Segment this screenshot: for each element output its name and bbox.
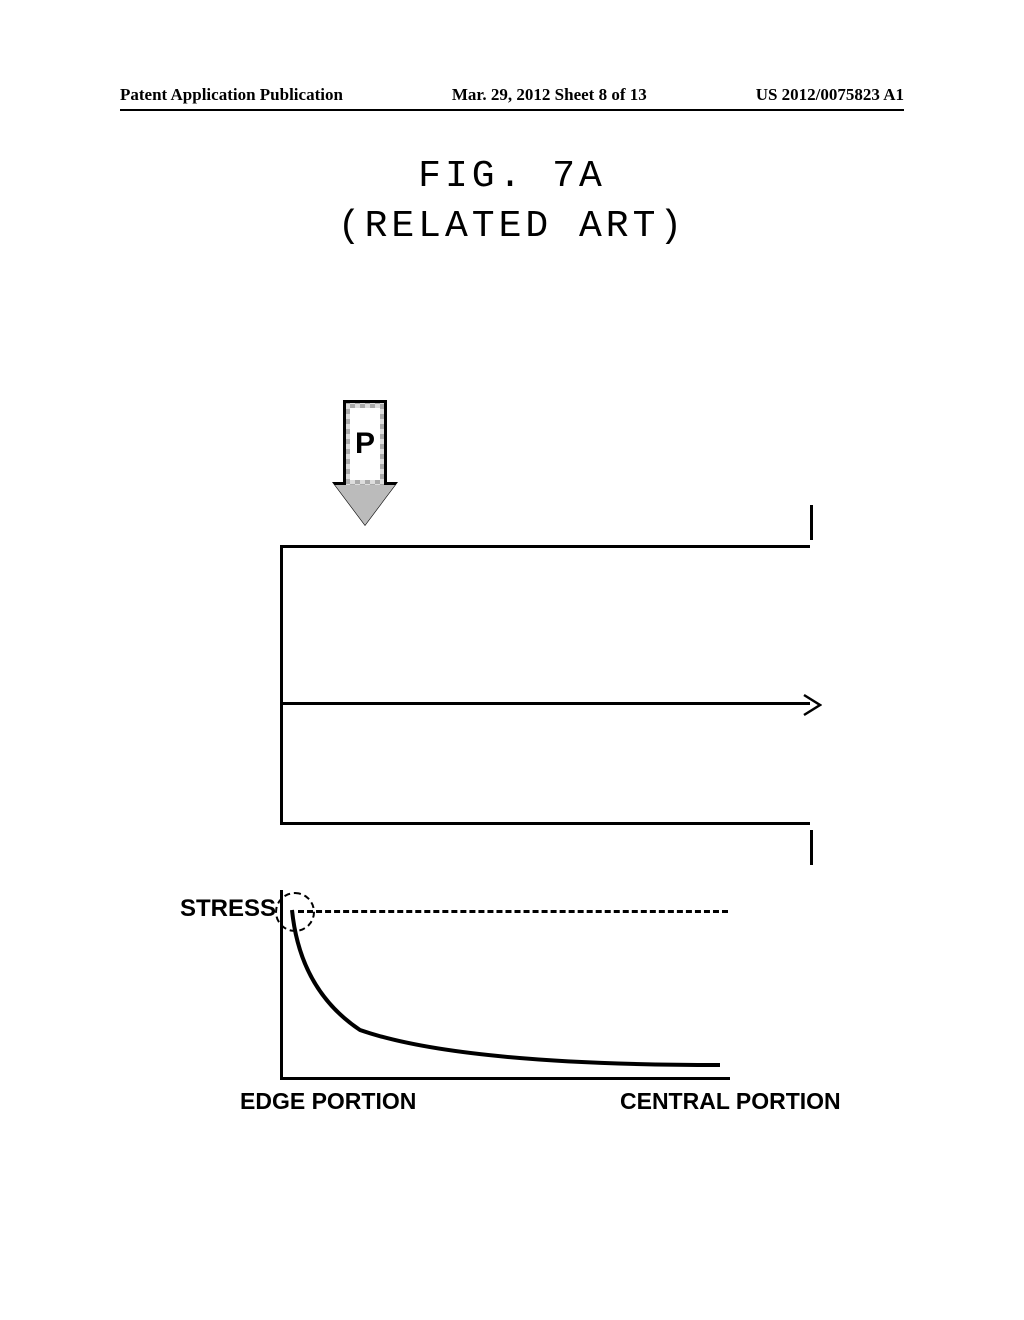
centerline-top [810,505,813,540]
centerline-bottom [810,830,813,865]
force-arrow: P [335,400,395,530]
header-left: Patent Application Publication [120,85,343,105]
arrow-label: P [350,408,380,480]
arrow-shaft: P [343,400,387,488]
arrow-head-icon [335,485,395,525]
upper-rectangle [280,545,810,705]
header-center: Mar. 29, 2012 Sheet 8 of 13 [452,85,647,105]
lower-rectangle [280,705,810,825]
header-right: US 2012/0075823 A1 [756,85,904,105]
stress-curve [280,890,730,1080]
stress-graph: STRESS EDGE PORTION CENTRAL PORTION [280,890,810,1080]
patent-header: Patent Application Publication Mar. 29, … [120,85,904,111]
x-axis-label-left: EDGE PORTION [240,1088,416,1115]
diagram-container: P STRESS EDGE PORTION CENTRAL PORTION [280,400,830,1100]
y-axis-label: STRESS [180,895,276,923]
x-axis-label-right: CENTRAL PORTION [620,1088,841,1115]
figure-title: FIG. 7A [0,155,1024,198]
break-mark-icon [802,693,822,717]
figure-subtitle: (RELATED ART) [0,205,1024,248]
